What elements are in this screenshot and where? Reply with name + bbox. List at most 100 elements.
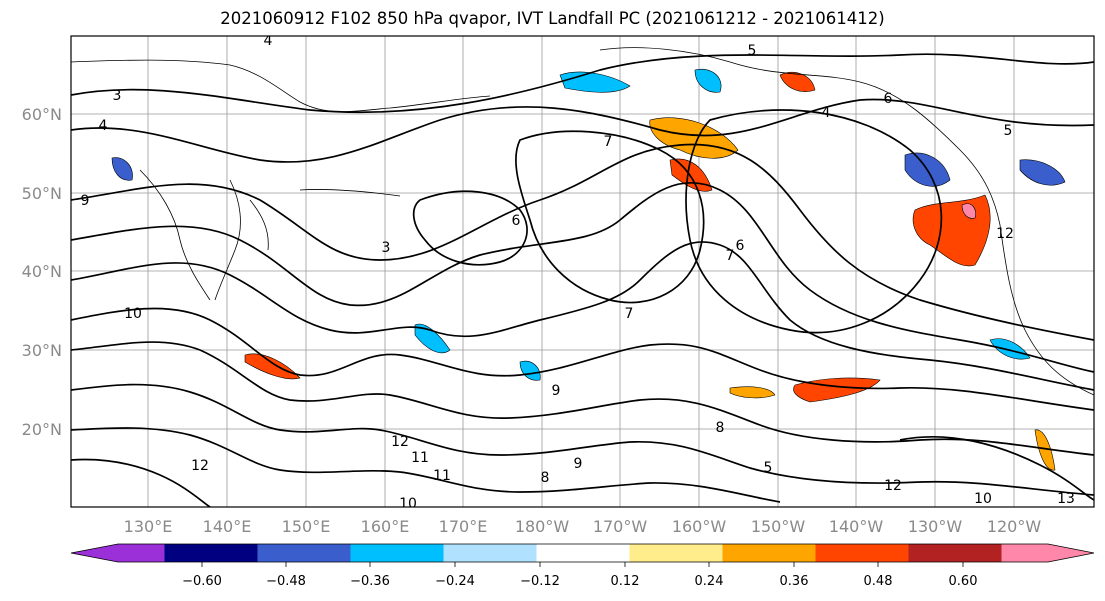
colorbar-swatch [629,544,723,562]
lon-label: 140°E [203,517,252,536]
shade-patch [729,386,776,399]
latitude-labels: 60°N 50°N 40°N 30°N 20°N [22,105,62,439]
contour-label: 4 [822,105,831,121]
contour-line [71,143,1094,341]
contour-line [71,427,781,503]
lon-label: 130°W [908,517,963,536]
contour-label: 9 [574,456,583,472]
shade-patch [111,157,133,181]
coastline [214,179,241,301]
map-area [71,36,1094,507]
contour-label: 9 [552,383,561,399]
contour-label: 5 [764,460,773,476]
colorbar-tick-label: 0.60 [949,574,978,589]
shade-patch [989,338,1031,360]
contour-label: 8 [716,420,725,436]
colorbar-swatch [815,544,909,562]
contour-label: 12 [191,458,209,474]
coastline [71,59,491,113]
colorbar-swatch [1001,544,1094,562]
colorbar-tick-label: 0.36 [780,574,809,589]
coastline [299,189,401,197]
contour-label: 4 [264,33,273,49]
ivt-contours [71,53,1094,507]
lat-label: 60°N [22,105,62,124]
contour-label: 3 [382,240,391,256]
colorbar-outline [70,543,1095,563]
lon-label: 140°W [829,517,884,536]
colorbar-swatch [908,544,1002,562]
contour-label: 10 [974,491,992,507]
colorbar-tick-label: −0.24 [435,574,475,589]
coastline [249,199,269,251]
contour-label: 11 [433,468,451,484]
contour-line [71,341,1094,456]
colorbar-swatch [443,544,537,562]
lat-label: 50°N [22,184,62,203]
shade-patch [1019,159,1066,186]
colorbar-swatch [350,544,444,562]
colorbar-tick-label: −0.12 [520,574,560,589]
map-title: 2021060912 F102 850 hPa qvapor, IVT Land… [220,9,885,28]
lat-label: 40°N [22,262,62,281]
shade-patch [961,203,977,219]
shade-patch [414,323,451,354]
contour-label: 6 [736,238,745,254]
shade-patch [519,360,541,381]
contour-label: 10 [399,496,417,512]
colorbar: −0.60 −0.48 −0.36 −0.24 −0.12 0.12 0.24 0.36 0.4… [70,543,1095,589]
contour-label: 4 [99,118,108,134]
coastline [599,47,1094,396]
shade-patch [779,71,816,92]
contour-line [515,130,705,304]
lat-label: 30°N [22,341,62,360]
lon-label: 120°W [987,517,1042,536]
contour-label: 10 [124,306,142,322]
contour-label: 11 [411,450,429,466]
contour-label: 6 [512,213,521,229]
contour-line [71,98,1094,163]
contour-label: 6 [884,91,893,107]
colorbar-tick-label: −0.48 [266,574,306,589]
contour-line [71,181,1094,373]
contour-line [71,383,1094,496]
coastline [139,169,211,301]
lat-label: 20°N [22,420,62,439]
contour-line [71,53,1094,114]
colorbar-tick-label: 0.12 [611,574,640,589]
contour-line [71,307,1094,411]
lon-label: 160°E [361,517,410,536]
contour-label: 5 [1004,123,1013,139]
contour-label: 7 [625,306,634,322]
contour-label: 9 [81,193,90,209]
map-border [70,35,1095,508]
colorbar-swatch [71,544,165,562]
contour-line [71,458,211,507]
contour-label: 5 [748,43,757,59]
contour-line [685,109,943,334]
shade-patch [694,68,722,93]
lon-label: 150°E [282,517,331,536]
contour-label: 7 [726,248,735,264]
lon-label: 130°E [124,517,173,536]
contour-label: 12 [996,226,1014,242]
colorbar-swatch [536,544,630,562]
lon-label: 180°W [515,517,570,536]
lon-label: 160°W [672,517,727,536]
coastlines [71,47,1094,396]
contour-line [71,241,1094,391]
lon-label: 170°W [593,517,648,536]
contour-label: 7 [604,134,613,150]
colorbar-tick-label: 0.48 [864,574,893,589]
colorbar-swatch [164,544,258,562]
longitude-labels: 130°E 140°E 150°E 160°E 170°E 180°W 170°W 160°W… [124,517,1042,536]
lon-label: 150°W [751,517,806,536]
contour-label: 6 [1093,406,1102,422]
colorbar-swatch [722,544,816,562]
colorbar-tick-label: 0.24 [695,574,724,589]
lon-label: 170°E [439,517,488,536]
contour-label: 8 [541,470,550,486]
contour-line [899,435,1094,501]
